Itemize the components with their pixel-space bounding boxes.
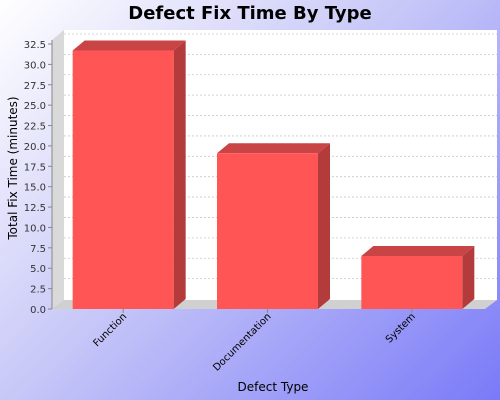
- bar-documentation: [217, 143, 330, 309]
- y-tick-label: 2.5: [30, 285, 46, 296]
- y-tick-label: 20.0: [24, 142, 46, 153]
- bar-side: [318, 143, 330, 309]
- bar-side: [173, 40, 186, 310]
- plot-left-wall: [52, 30, 64, 309]
- y-tick-label: 32.5: [24, 40, 46, 51]
- x-axis-label: Defect Type: [238, 380, 309, 394]
- y-tick-label: 15.0: [24, 183, 46, 194]
- bar-top: [361, 246, 475, 256]
- y-tick-label: 10.0: [24, 223, 46, 234]
- y-tick-label: 0.0: [30, 305, 46, 316]
- bar-front: [217, 153, 318, 309]
- bar-front: [361, 256, 463, 309]
- y-tick-label: 17.5: [24, 162, 46, 173]
- x-tick-label: System: [384, 311, 418, 345]
- chart-title: Defect Fix Time By Type: [128, 3, 371, 24]
- x-axis-ticks: Function Documentation System: [91, 309, 418, 374]
- x-tick-label: Documentation: [211, 311, 273, 373]
- y-tick-label: 30.0: [24, 60, 46, 71]
- bar-top: [217, 143, 330, 154]
- y-tick-label: 5.0: [30, 264, 46, 275]
- bar-side: [462, 246, 475, 309]
- y-tick-label: 25.0: [24, 101, 46, 112]
- y-tick-label: 22.5: [24, 122, 46, 133]
- bar-function: [72, 40, 186, 310]
- bar-top: [72, 40, 186, 51]
- y-axis-label: Total Fix Time (minutes): [6, 96, 20, 240]
- y-axis-ticks: 0.0 2.5 5.0 7.5 10.0 12.5 15.0 17.5 20.0 22.5 25.0…: [24, 40, 52, 316]
- bar-system: [361, 246, 475, 309]
- bars: [72, 40, 475, 310]
- y-tick-label: 7.5: [30, 244, 46, 255]
- x-tick-label: Function: [91, 311, 129, 349]
- y-tick-label: 12.5: [24, 203, 46, 214]
- bar-front: [72, 50, 174, 310]
- y-tick-label: 27.5: [24, 81, 46, 92]
